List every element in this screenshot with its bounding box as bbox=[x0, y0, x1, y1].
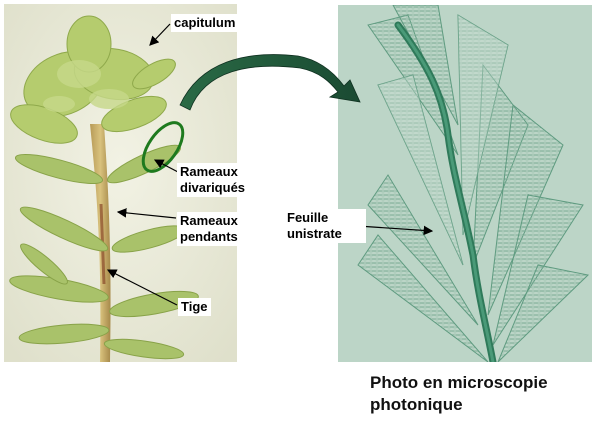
photo-caption: Photo en microscopie photonique bbox=[370, 373, 548, 414]
microscopy-photo bbox=[338, 5, 592, 362]
label-rameaux-pendants: Rameaux pendants bbox=[177, 212, 263, 246]
leaf-microscopy-illustration bbox=[338, 5, 592, 362]
label-feuille-unistrate: Feuille unistrate bbox=[284, 209, 366, 243]
highlight-ellipse bbox=[141, 121, 185, 173]
label-rameaux-divariques: Rameaux divariqués bbox=[177, 163, 263, 197]
curved-arrow bbox=[179, 54, 361, 111]
feuille-unistrate-pointer-arrow bbox=[357, 225, 434, 236]
label-capitulum: capitulum bbox=[171, 14, 239, 32]
tige-pointer-arrow bbox=[106, 269, 178, 306]
rameaux-pendants-pointer-arrow bbox=[116, 208, 177, 219]
capitulum-pointer-arrow bbox=[149, 23, 171, 46]
rameaux-divariques-pointer-arrow bbox=[153, 159, 179, 173]
label-tige: Tige bbox=[178, 298, 211, 316]
